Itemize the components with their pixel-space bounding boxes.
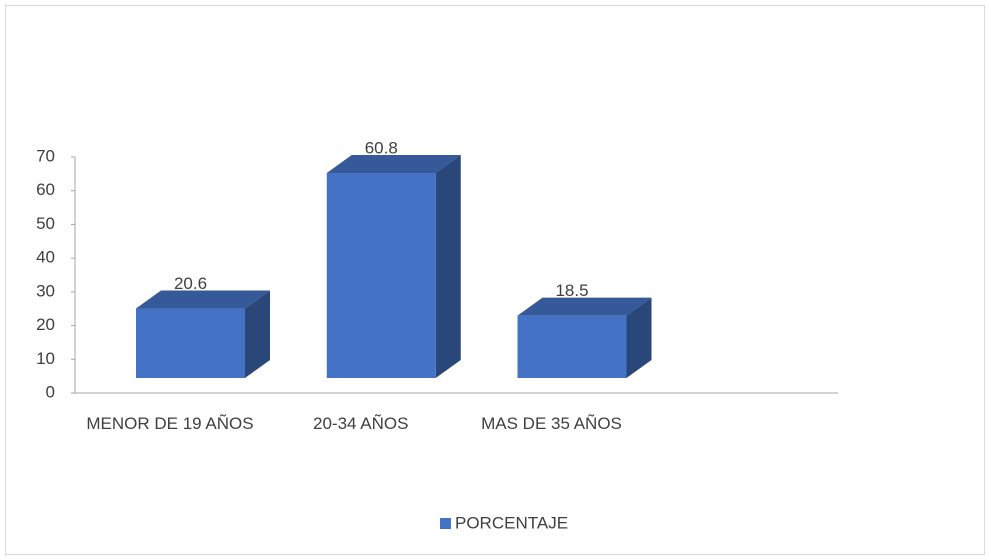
data-label: 60.8	[365, 139, 398, 158]
bar-top	[136, 290, 270, 309]
x-tick-label: MAS DE 35 AÑOS	[481, 414, 622, 433]
data-label: 20.6	[174, 274, 207, 293]
y-tick-label: 0	[46, 382, 55, 401]
y-tick-label: 30	[36, 281, 55, 300]
data-label: 18.5	[555, 281, 588, 300]
y-tick-label: 60	[36, 180, 55, 199]
y-tick-label: 70	[36, 146, 55, 165]
bar-side	[435, 155, 461, 378]
y-tick-label: 40	[36, 248, 55, 267]
bar	[326, 173, 436, 378]
bar-top	[326, 155, 461, 174]
legend-label: PORCENTAJE	[455, 513, 568, 532]
y-tick-label: 20	[36, 315, 55, 334]
x-tick-label: MENOR DE 19 AÑOS	[86, 414, 254, 433]
bar	[517, 315, 627, 378]
y-tick-label: 50	[36, 214, 55, 233]
chart-border	[5, 5, 985, 555]
x-tick-label: 20-34 AÑOS	[313, 414, 409, 433]
bar-top	[517, 297, 652, 316]
bar	[136, 308, 245, 378]
bar-side	[626, 297, 652, 378]
y-tick-label: 10	[36, 349, 55, 368]
legend-swatch	[440, 518, 451, 529]
bar-side	[245, 290, 270, 378]
